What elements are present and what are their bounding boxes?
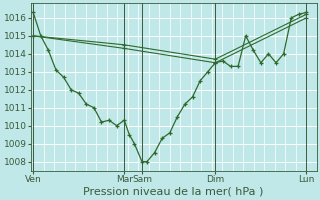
- X-axis label: Pression niveau de la mer( hPa ): Pression niveau de la mer( hPa ): [84, 187, 264, 197]
